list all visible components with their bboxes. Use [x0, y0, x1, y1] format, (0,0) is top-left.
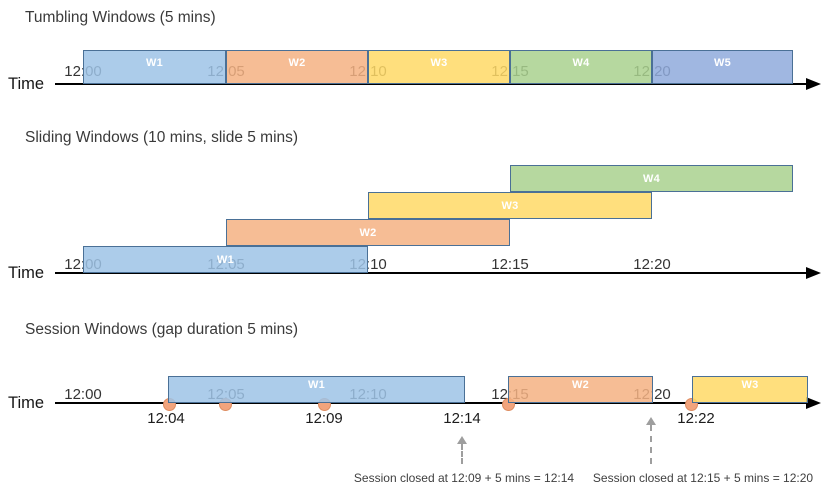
time-axis-line	[55, 83, 808, 85]
time-axis-label: Time	[8, 264, 45, 282]
window-bar-label: W1	[145, 57, 164, 69]
window-bar-label: W1	[307, 378, 326, 391]
time-axis-arrowhead-icon	[806, 397, 821, 409]
annotation-arrow-line	[461, 444, 463, 464]
annotation-text: Session closed at 12:15 + 5 mins = 12:20	[592, 471, 814, 485]
window-bar-label: W2	[571, 378, 590, 391]
window-bar-label: W3	[741, 378, 759, 391]
section-title: Session Windows (gap duration 5 mins)	[25, 321, 299, 338]
window-bar-label: W1	[216, 253, 235, 266]
window-bar-w2: W2	[226, 50, 368, 84]
window-bar-label: W3	[430, 57, 448, 69]
time-axis-label: Time	[8, 394, 45, 412]
window-bar-label: W2	[288, 57, 306, 69]
below-axis-label: 12:04	[147, 410, 185, 427]
time-axis-arrowhead-icon	[806, 78, 821, 90]
tick-label: 12:20	[633, 256, 671, 273]
window-bar-w2: W2	[226, 219, 510, 246]
section-title: Tumbling Windows (5 mins)	[25, 9, 216, 26]
window-bar-w1: W1	[168, 376, 465, 403]
window-bar-w3: W3	[368, 50, 510, 84]
annotation-text: Session closed at 12:09 + 5 mins = 12:14	[353, 471, 575, 485]
window-bar-label: W2	[359, 226, 377, 239]
section-title: Sliding Windows (10 mins, slide 5 mins)	[25, 129, 299, 146]
window-bar-w4: W4	[510, 165, 793, 192]
tick-label: 12:15	[491, 256, 529, 273]
below-axis-label: 12:09	[305, 410, 343, 427]
time-axis-arrowhead-icon	[806, 267, 821, 279]
annotation-arrow-up-icon	[457, 436, 467, 444]
tick-label: 12:00	[64, 386, 102, 403]
window-bar-w4: W4	[510, 50, 652, 84]
window-bar-label: W4	[572, 57, 590, 69]
below-axis-label: 12:14	[443, 410, 481, 427]
window-bar-w1: W1	[83, 50, 226, 84]
time-axis-line	[55, 272, 808, 274]
window-bar-label: W5	[713, 57, 732, 69]
window-bar-w5: W5	[652, 50, 793, 84]
below-axis-label: 12:22	[677, 410, 715, 427]
window-bar-w2: W2	[508, 376, 653, 403]
window-bar-label: W3	[501, 199, 519, 212]
window-bar-w3: W3	[368, 192, 652, 219]
window-bar-w1: W1	[83, 246, 368, 273]
window-bar-label: W4	[642, 172, 661, 185]
time-axis-line	[55, 402, 808, 404]
time-axis-label: Time	[8, 75, 45, 93]
window-bar-w3: W3	[692, 376, 808, 403]
annotation-arrow-line	[650, 425, 652, 464]
annotation-arrow-up-icon	[646, 417, 656, 425]
